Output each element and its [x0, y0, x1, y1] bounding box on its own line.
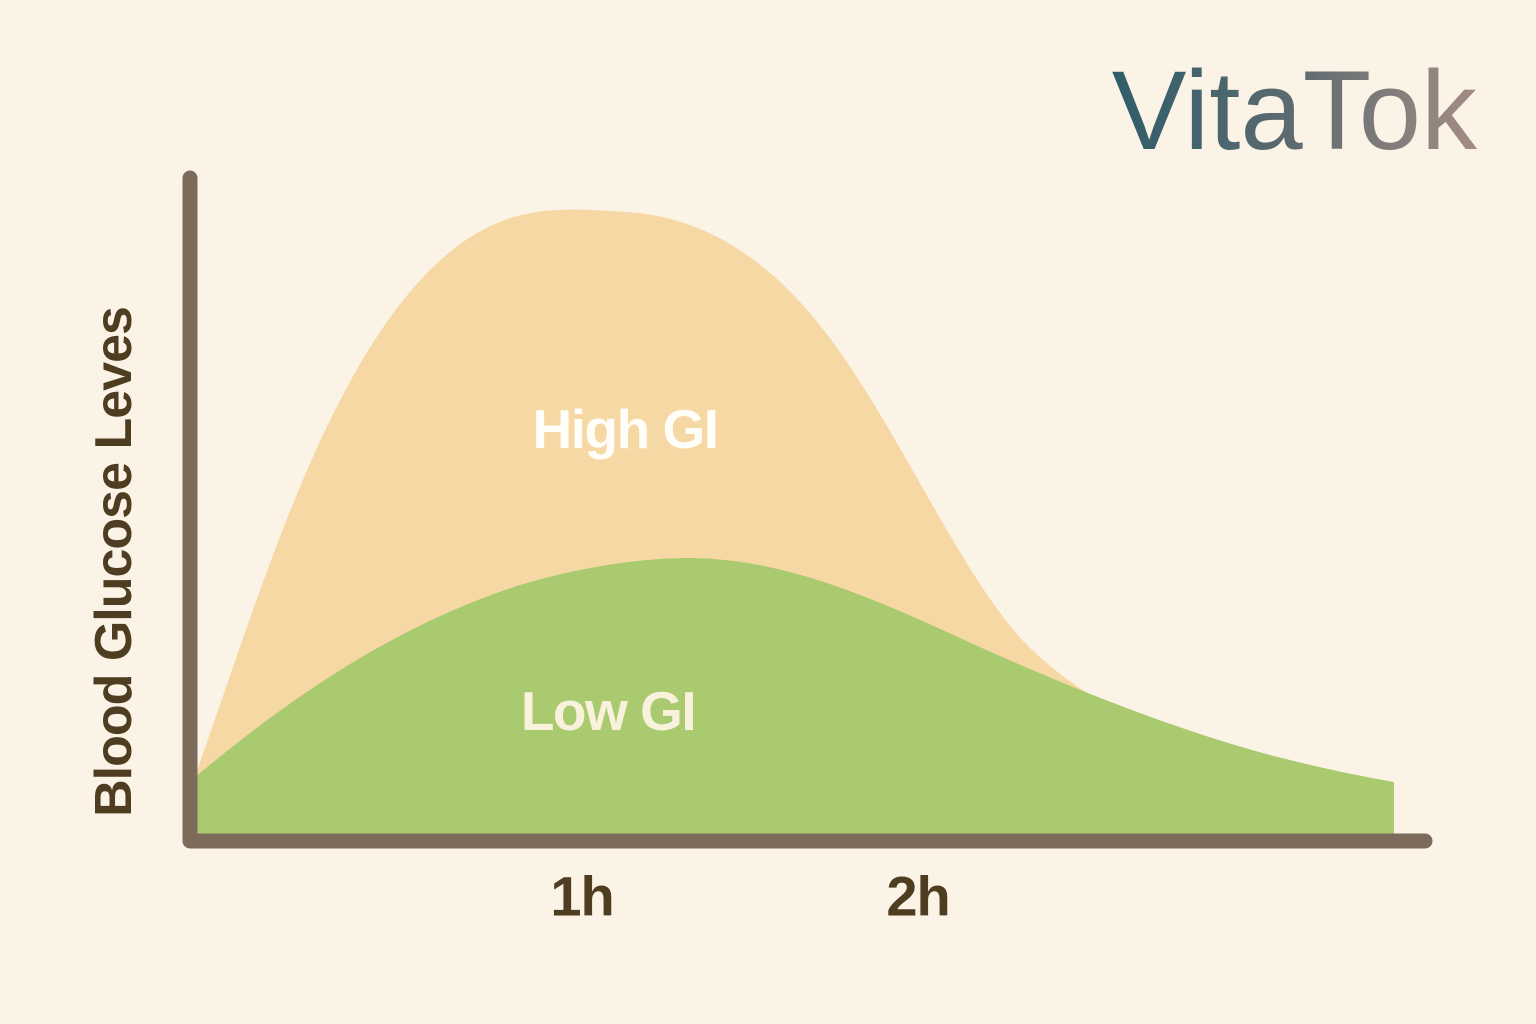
low-gi-area: [195, 558, 1394, 841]
high-gi-label: High GI: [532, 398, 719, 460]
brand-logo: VitaTok: [1111, 48, 1477, 173]
y-axis-label: Blood Glucose Leves: [85, 307, 143, 817]
low-gi-label: Low GI: [520, 680, 697, 742]
axes: [182, 170, 1433, 849]
x-tick-1h: 1h: [550, 864, 614, 928]
x-tick-2h: 2h: [886, 864, 950, 928]
